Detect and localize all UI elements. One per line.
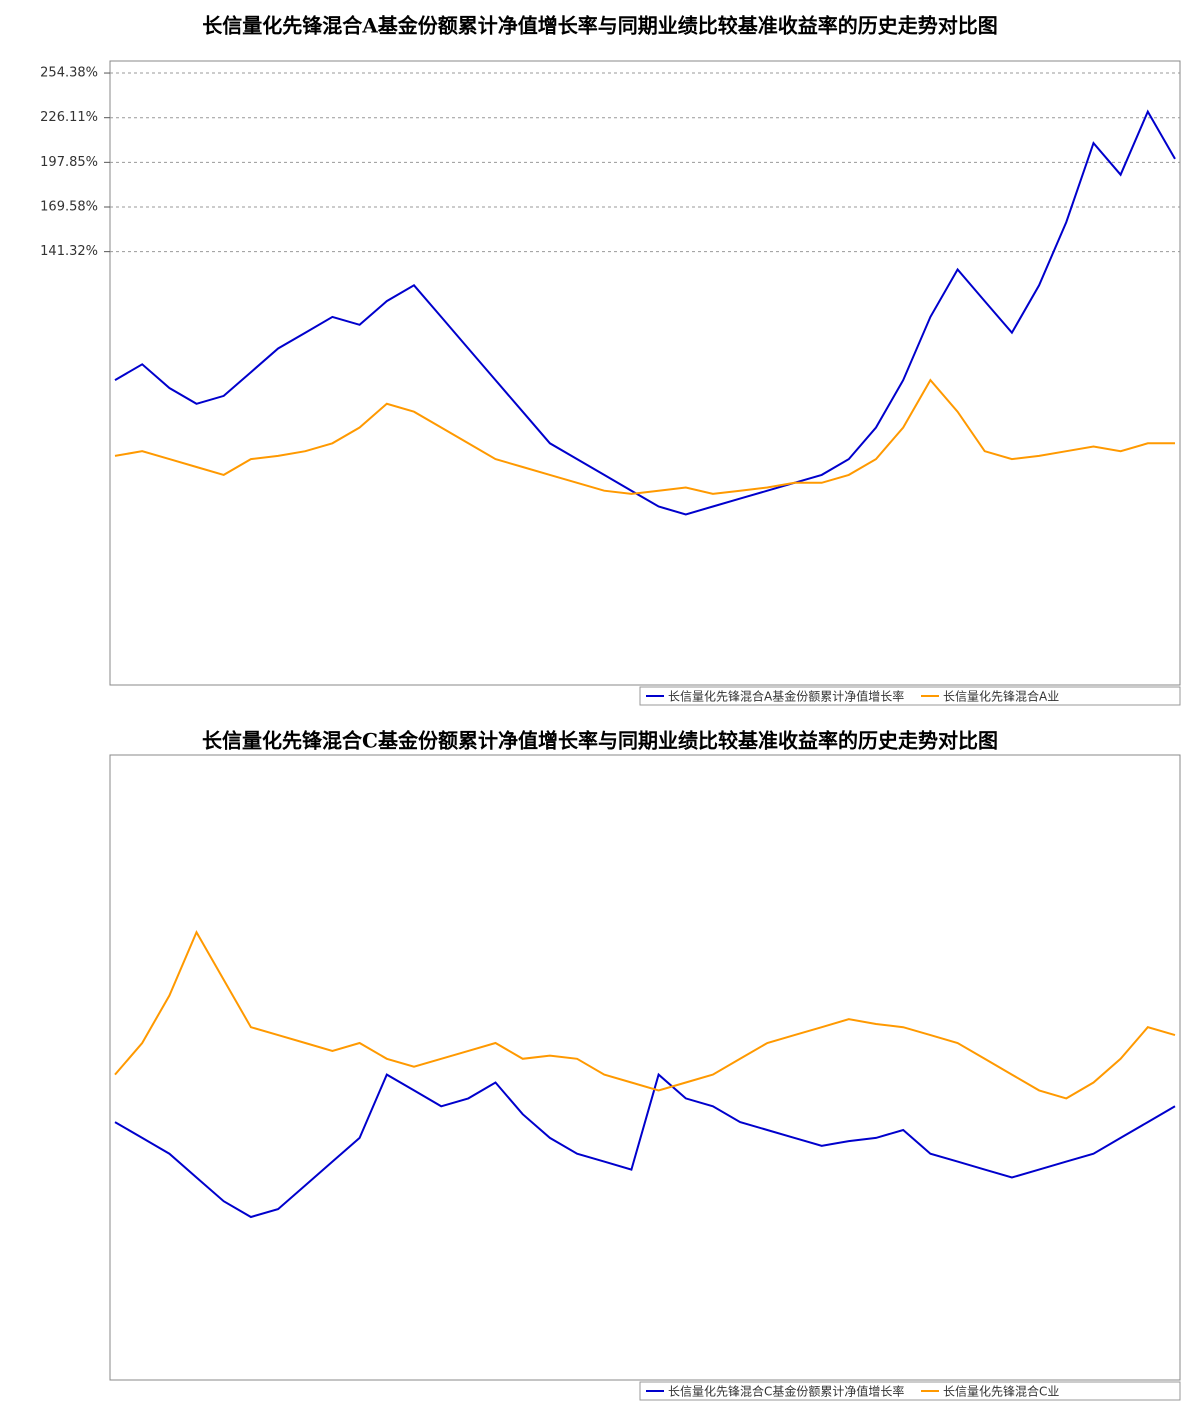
- y-tick-label: 169.58%: [40, 200, 98, 215]
- y-tick-label: 226.11%: [40, 110, 98, 125]
- series-line: [114, 1072, 1176, 1219]
- y-tick-label: 141.32%: [40, 244, 98, 259]
- legend-label: 长信量化先锋混合C基金份额累计净值增长率: [668, 1384, 904, 1399]
- series-line: [114, 929, 1176, 1100]
- plot-area: [109, 60, 1181, 686]
- legend-label: 长信量化先锋混合A基金份额累计净值增长率: [668, 689, 904, 704]
- plot-area: [109, 754, 1181, 1381]
- legend-label: 长信量化先锋混合C业: [943, 1384, 1059, 1399]
- y-tick-label: 197.85%: [40, 155, 98, 170]
- series-line: [114, 109, 1176, 516]
- chart-title: 长信量化先锋混合A基金份额累计净值增长率与同期业绩比较基准收益率的历史走势对比图: [202, 14, 998, 38]
- legend-box: [639, 686, 1181, 706]
- chart-title: 长信量化先锋混合C基金份额累计净值增长率与同期业绩比较基准收益率的历史走势对比图: [202, 729, 998, 753]
- legend-box: [639, 1381, 1181, 1401]
- legend-label: 长信量化先锋混合A业: [943, 689, 1059, 704]
- series-line: [114, 378, 1175, 495]
- y-tick-label: 254.38%: [40, 66, 98, 81]
